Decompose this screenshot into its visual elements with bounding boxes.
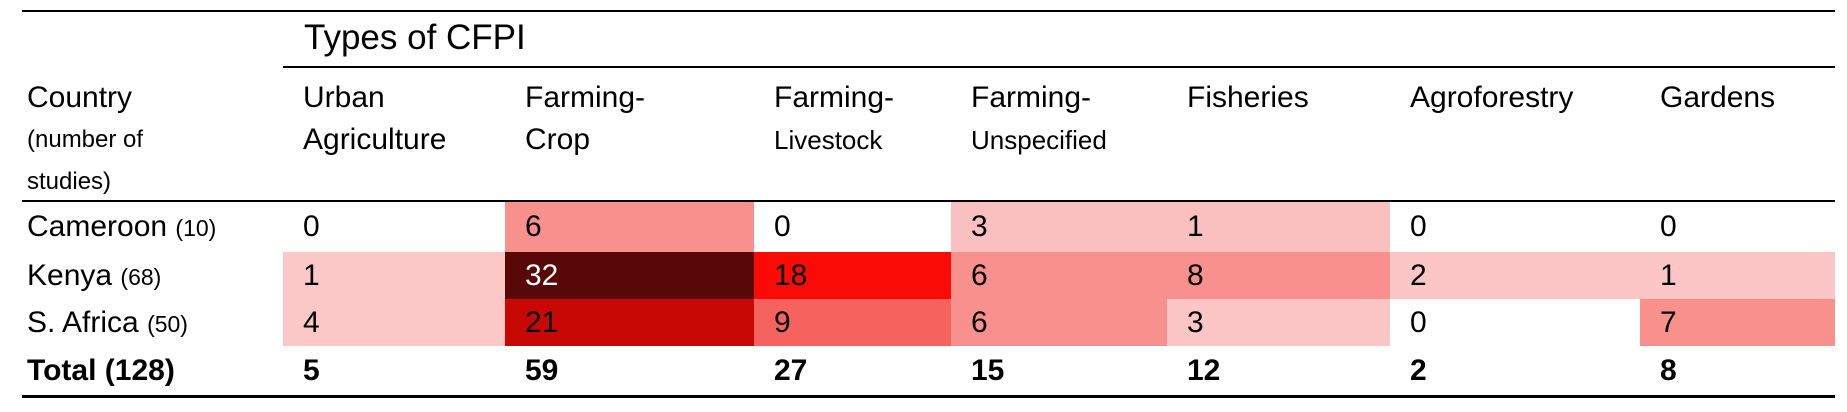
country-header-line2: (number of [27,126,144,153]
value-cell: 0 [1390,299,1640,346]
value-cell: 15 [971,354,1005,387]
value-cell: 0 [1640,202,1835,252]
row-label-kenya: Kenya (68) [27,259,162,292]
col-header-agroforestry: Agroforestry [1410,81,1574,114]
value-cell: 12 [1187,354,1221,387]
row-label-total: Total (128) [27,354,175,387]
country-header-line1: Country [27,81,133,114]
col-header-urban-agriculture: Urban Agriculture [303,81,447,156]
value-cell: 32 [505,252,754,299]
group-header-spacer [22,12,283,68]
study-count: (68) [120,264,162,290]
col-header-farming-unspecified: Farming- Unspecified [971,81,1107,155]
value-cell: 21 [505,299,754,346]
row-total: Total (128) 5 59 27 15 12 2 8 [22,346,1835,395]
value-cell: 7 [1640,299,1835,346]
value-cell: 6 [505,202,754,252]
value-cell: 5 [303,354,320,387]
row-kenya: Kenya (68) 1 32 18 6 8 2 1 [22,252,1835,299]
row-label-s-africa: S. Africa (50) [27,306,188,339]
value-cell: 9 [754,299,951,346]
value-cell: 1 [1640,252,1835,299]
value-cell: 3 [951,202,1167,252]
row-label-cameroon: Cameroon (10) [27,210,217,243]
value-cell: 8 [1167,252,1390,299]
value-cell: 1 [1167,202,1390,252]
group-header-types-of-cfpi: Types of CFPI [283,12,1835,68]
col-header-country: Country (number of studies) [22,68,283,200]
value-cell: 8 [1660,354,1677,387]
value-cell: 6 [951,299,1167,346]
value-cell: 4 [283,299,505,346]
value-cell: 6 [951,252,1167,299]
value-cell: 2 [1390,252,1640,299]
value-cell: 0 [283,202,505,252]
value-cell: 59 [525,354,559,387]
country-header-line3: studies) [27,168,112,195]
col-header-gardens: Gardens [1660,81,1776,114]
group-header-row: Types of CFPI [22,12,1835,68]
value-cell: 2 [1410,354,1427,387]
study-count: (50) [147,311,188,337]
row-s-africa: S. Africa (50) 4 21 9 6 3 0 7 [22,299,1835,346]
col-header-fisheries: Fisheries [1187,81,1309,114]
value-cell: 3 [1167,299,1390,346]
col-header-farming-crop: Farming- Crop [525,81,646,156]
row-cameroon: Cameroon (10) 0 6 0 3 1 0 0 [22,202,1835,252]
value-cell: 0 [1390,202,1640,252]
column-header-row: Country (number of studies) Urban Agricu… [22,68,1835,202]
value-cell: 1 [283,252,505,299]
study-count: (10) [175,215,217,241]
value-cell: 18 [754,252,951,299]
col-header-farming-livestock: Farming- Livestock [774,81,895,155]
cfpi-table: Types of CFPI Country (number of studies… [22,10,1835,398]
value-cell: 0 [754,202,951,252]
value-cell: 27 [774,354,808,387]
